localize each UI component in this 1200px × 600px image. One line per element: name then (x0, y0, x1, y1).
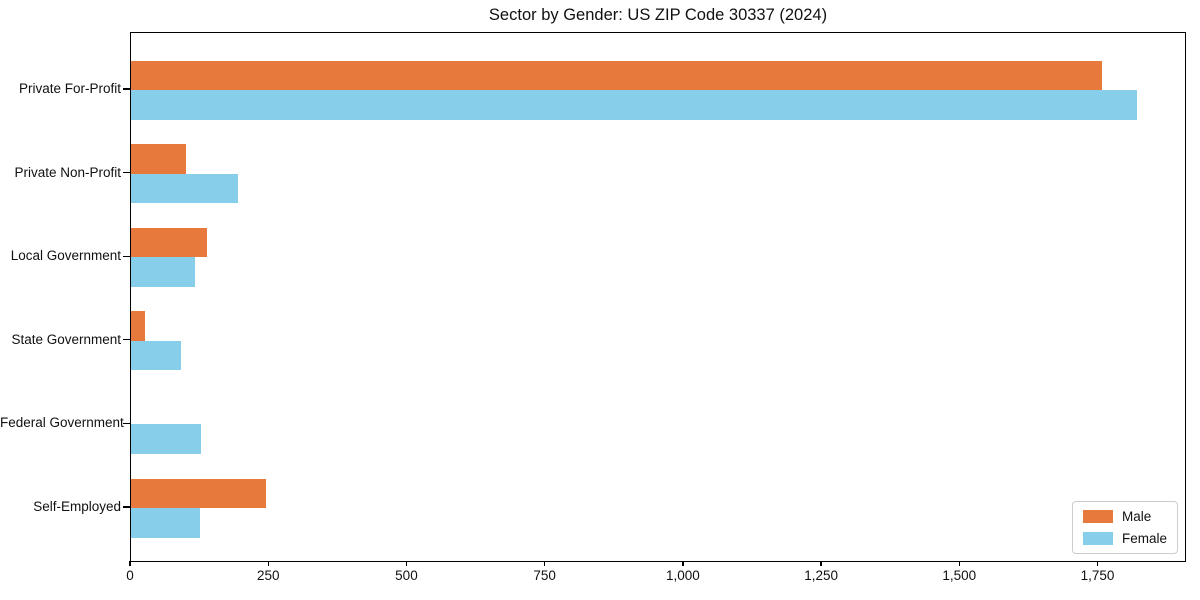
legend-label-male: Male (1121, 509, 1152, 524)
xtick-mark-1,750 (1096, 561, 1099, 566)
legend: Male Female (1071, 501, 1178, 554)
ytick-label-private-non-profit: Private Non-Profit (14, 164, 121, 180)
xtick-mark-1,250 (820, 561, 822, 566)
bar-female-federal-government (131, 424, 202, 454)
ytick-label-self-employed: Self-Employed (33, 499, 121, 514)
bar-female-private-non-profit (131, 173, 239, 204)
legend-label-female: Female (1121, 531, 1167, 546)
xtick-label-1,250: 1,250 (804, 568, 838, 583)
legend-item-male: Male (1082, 509, 1167, 524)
xtick-label-500: 500 (395, 568, 418, 583)
xtick-label-750: 750 (533, 568, 556, 583)
bar-female-state-government (131, 340, 181, 371)
bar-male-self-employed (131, 478, 266, 508)
xtick-mark-750 (543, 561, 546, 566)
ytick-label-local-government: Local Government (10, 248, 121, 264)
xtick-mark-1,000 (682, 561, 684, 566)
xtick-mark-0 (129, 561, 131, 566)
bar-female-private-for-profit (131, 90, 1137, 120)
xtick-label-250: 250 (256, 568, 280, 583)
ytick-mark-local-government (123, 255, 130, 257)
bar-male-local-government (131, 227, 208, 258)
xtick-label-1,750: 1,750 (1080, 568, 1115, 583)
xtick-mark-500 (405, 561, 408, 566)
legend-swatch-male (1082, 510, 1113, 523)
xtick-label-1,500: 1,500 (942, 568, 977, 583)
bar-male-private-non-profit (131, 144, 187, 174)
bar-female-local-government (131, 257, 196, 287)
ytick-mark-private-for-profit (123, 88, 130, 90)
bar-female-self-employed (131, 508, 201, 538)
ytick-mark-private-non-profit (123, 171, 130, 174)
chart-title: Sector by Gender: US ZIP Code 30337 (202… (488, 6, 828, 24)
ytick-mark-self-employed (123, 506, 130, 508)
ytick-mark-federal-government (123, 422, 130, 425)
ytick-label-private-for-profit: Private For-Profit (18, 81, 121, 96)
xtick-mark-250 (267, 561, 269, 566)
legend-item-female: Female (1082, 531, 1167, 546)
xtick-mark-1,500 (958, 561, 960, 566)
xtick-label-0: 0 (126, 568, 134, 583)
ytick-label-state-government: State Government (11, 331, 121, 347)
bar-male-private-for-profit (131, 60, 1103, 90)
bar-male-state-government (131, 311, 145, 341)
legend-swatch-female (1082, 532, 1113, 545)
xtick-label-1,000: 1,000 (665, 568, 700, 583)
ytick-label-federal-government: Federal Government (0, 415, 124, 431)
ytick-mark-state-government (123, 339, 130, 341)
plot-area: Male Female (130, 32, 1186, 562)
